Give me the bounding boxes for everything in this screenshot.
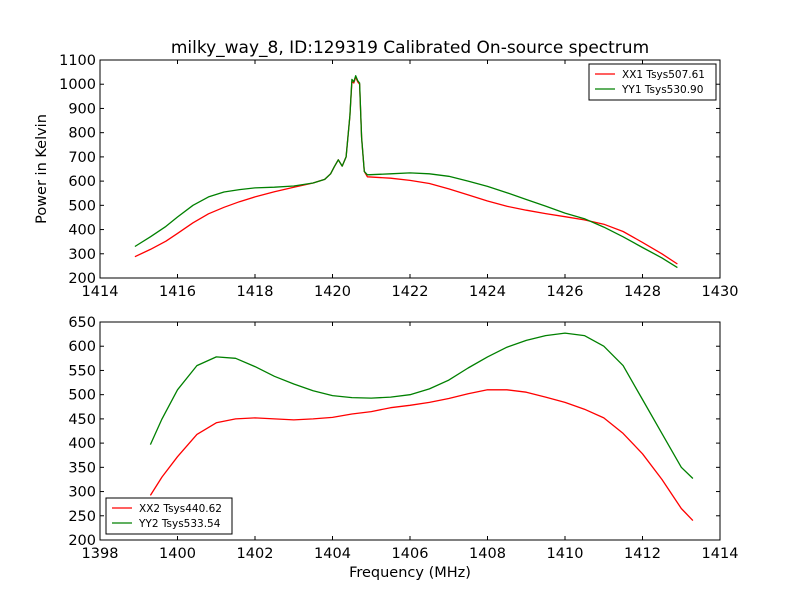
x-tick-label: 1426 (547, 284, 584, 300)
y-tick-label: 900 (68, 101, 96, 117)
y-tick-label: 400 (68, 223, 96, 239)
series-line-yy2 (149, 332, 694, 479)
bottom-panel: 1398 1400 1402 1404 1406 1408 1410 1412 1414 200 2… (68, 315, 738, 562)
y-axis-label: Power in Kelvin (34, 114, 50, 224)
x-tick-label: 1412 (624, 546, 661, 562)
y-tick-label: 600 (68, 174, 96, 190)
chart-title: milky_way_8, ID:129319 Calibrated On-sou… (171, 38, 649, 58)
y-tick-label: 600 (68, 339, 96, 355)
y-tick-label: 350 (68, 460, 96, 476)
y-tick-label: 300 (68, 485, 96, 501)
series-group (149, 332, 694, 522)
y-tick-label: 1000 (59, 77, 96, 93)
x-tick-label: 1414 (702, 546, 739, 562)
y-tick-label: 200 (68, 271, 96, 287)
legend-label: YY2 Tsys533.54 (138, 518, 221, 530)
series-line-yy1 (134, 75, 678, 269)
legend-label: YY1 Tsys530.90 (621, 84, 703, 96)
x-tick-label: 1420 (314, 284, 351, 300)
x-tick-label: 1428 (624, 284, 661, 300)
legend-label: XX1 Tsys507.61 (622, 69, 705, 81)
x-tick-label: 1416 (159, 284, 196, 300)
x-tick-label: 1430 (702, 284, 739, 300)
legend: XX1 Tsys507.61 YY1 Tsys530.90 (588, 63, 717, 101)
x-tick-label: 1398 (82, 546, 119, 562)
x-tick-label: 1402 (237, 546, 274, 562)
y-tick-label: 700 (68, 150, 96, 166)
x-tick-label: 1408 (469, 546, 506, 562)
legend-box (588, 63, 717, 101)
x-tick-label: 1422 (392, 284, 429, 300)
x-tick-label: 1424 (469, 284, 506, 300)
x-tick-label: 1410 (547, 546, 584, 562)
x-tick-label: 1414 (82, 284, 119, 300)
y-tick-label: 800 (68, 126, 96, 142)
y-tick-label: 300 (68, 247, 96, 263)
top-panel: 1414 1416 1418 1420 1422 1424 1426 1428 1430 200 3… (59, 53, 738, 300)
legend-box (105, 497, 233, 535)
y-tick-label: 500 (68, 388, 96, 404)
y-tick-label: 500 (68, 198, 96, 214)
x-tick-label: 1418 (237, 284, 274, 300)
legend-label: XX2 Tsys440.62 (139, 503, 222, 515)
x-tick-label: 1406 (392, 546, 429, 562)
legend: XX2 Tsys440.62 YY2 Tsys533.54 (105, 497, 233, 535)
x-axis-label: Frequency (MHz) (349, 565, 471, 581)
series-line-xx2 (149, 389, 694, 522)
y-tick-label: 400 (68, 436, 96, 452)
y-tick-label: 250 (68, 509, 96, 525)
y-tick-label: 200 (68, 533, 96, 549)
y-tick-label: 1100 (59, 53, 96, 69)
y-tick-label: 650 (68, 315, 96, 331)
series-group (134, 75, 678, 269)
y-tick-label: 550 (68, 363, 96, 379)
x-tick-label: 1400 (159, 546, 196, 562)
x-tick-label: 1404 (314, 546, 351, 562)
y-tick-label: 450 (68, 412, 96, 428)
